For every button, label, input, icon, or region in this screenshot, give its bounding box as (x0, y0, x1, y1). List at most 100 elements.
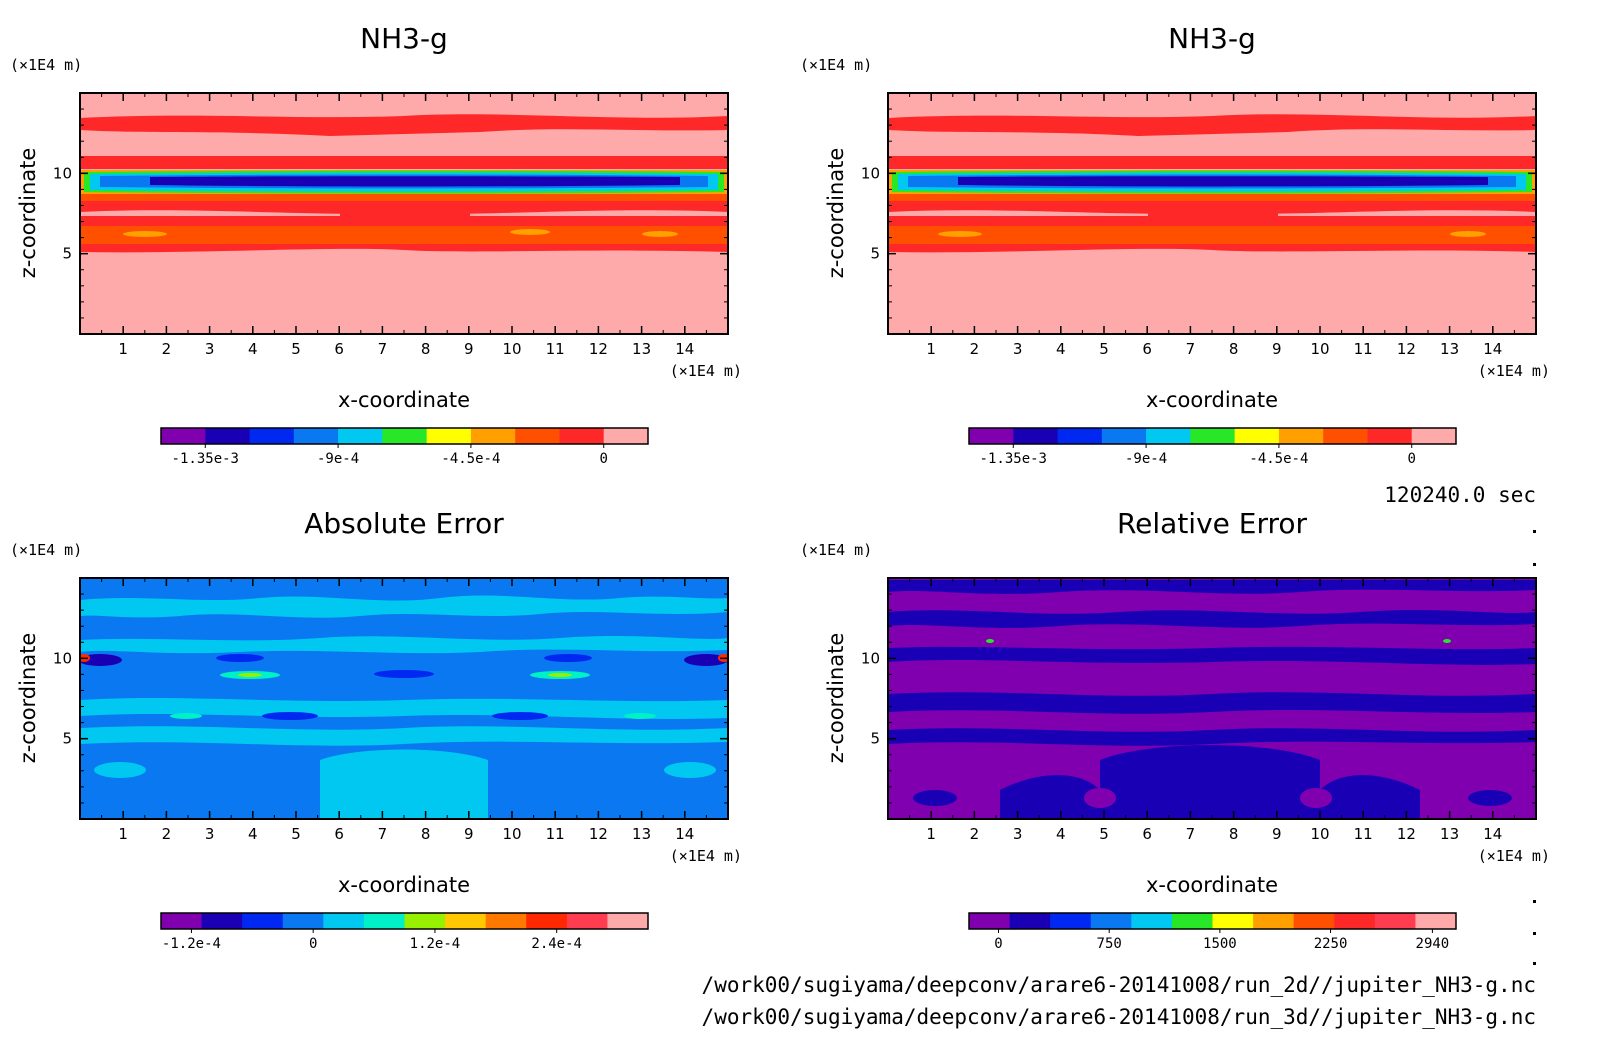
colorbar-tick-label: -4.5e-4 (441, 451, 500, 467)
colorbar-tick-label: -1.2e-4 (162, 936, 221, 952)
x-unit-label: (×1E4 m) (670, 847, 742, 865)
colorbar-swatch (382, 428, 428, 444)
x-tick-label: 9 (464, 825, 474, 843)
x-tick-label: 10 (1310, 340, 1329, 358)
colorbar-tick-label: -9e-4 (1125, 451, 1167, 467)
colorbar-swatch (1171, 913, 1213, 929)
x-tick-label: 12 (589, 825, 608, 843)
contour-field (80, 578, 728, 819)
y-tick-label: 10 (53, 164, 72, 182)
colorbar-swatch (363, 913, 405, 929)
colorbar-swatch (161, 428, 206, 444)
colorbar-swatch (338, 428, 383, 444)
x-axis-label: x-coordinate (338, 873, 470, 897)
colorbar-tick-label: 2250 (1314, 936, 1348, 952)
x-tick-label: 3 (205, 340, 215, 358)
x-tick-label: 11 (546, 825, 565, 843)
colorbar-swatch (1234, 428, 1280, 444)
x-tick-label: 9 (1272, 340, 1282, 358)
x-tick-label: 11 (546, 340, 565, 358)
x-tick-label: 10 (1310, 825, 1329, 843)
y-unit-label: (×1E4 m) (10, 541, 82, 559)
contour-spot (548, 673, 572, 677)
colorbar-swatch (445, 913, 487, 929)
contour-band (888, 156, 1536, 169)
file-path-3d: /work00/sugiyama/deepconv/arare6-2014100… (702, 1005, 1536, 1029)
x-tick-label: 4 (248, 825, 258, 843)
contour-spot (642, 231, 678, 237)
colorbar-swatch (1131, 913, 1173, 929)
x-tick-label: 2 (970, 825, 980, 843)
x-tick-label: 1 (118, 340, 128, 358)
contour-band (888, 580, 1536, 594)
contour-field (80, 93, 728, 334)
colorbar-swatch (282, 913, 324, 929)
x-tick-label: 12 (589, 340, 608, 358)
x-unit-label: (×1E4 m) (1478, 847, 1550, 865)
colorbar-tick-label: 2940 (1416, 936, 1450, 952)
contour-band (888, 226, 1536, 244)
x-tick-label: 13 (632, 825, 651, 843)
x-tick-label: 8 (421, 825, 431, 843)
colorbar-swatch (969, 428, 1014, 444)
x-tick-label: 7 (1186, 825, 1196, 843)
colorbar-swatch (1212, 913, 1254, 929)
contour-spot (1468, 790, 1512, 806)
colorbar-tick-label: -1.35e-3 (980, 451, 1047, 467)
x-tick-label: 10 (502, 340, 521, 358)
colorbar-swatch (1415, 913, 1457, 929)
y-axis-label: z-coordinate (16, 148, 40, 279)
colorbar-swatch (1146, 428, 1191, 444)
contour-spot (238, 673, 262, 677)
contour-band (80, 595, 728, 618)
contour-band (1320, 775, 1420, 819)
colorbar-swatch (426, 428, 472, 444)
colorbar-swatch (1057, 428, 1103, 444)
x-tick-label: 6 (334, 340, 344, 358)
x-tick-label: 14 (1483, 340, 1502, 358)
colorbar-swatch (1411, 428, 1457, 444)
x-tick-label: 1 (926, 825, 936, 843)
colorbar-frame (160, 427, 649, 445)
contour-spot (492, 712, 548, 720)
contour-band (80, 194, 728, 201)
colorbar-tick-label: 750 (1097, 936, 1122, 952)
colorbar-swatch (470, 428, 516, 444)
x-unit-label: (×1E4 m) (1478, 362, 1550, 380)
colorbar-swatch (242, 913, 284, 929)
contour-spot (374, 670, 434, 678)
x-tick-label: 7 (1186, 340, 1196, 358)
panel-relative-error: Relative Error (×1E4 m) 1 2 3 4 5 6 7 8 9 10 11 12 1… (800, 507, 1550, 952)
x-tick-label: 9 (1272, 825, 1282, 843)
colorbar-swatch (607, 913, 649, 929)
contour-spot (986, 639, 994, 643)
contour-spot (216, 654, 264, 662)
colorbar-frame (968, 427, 1457, 445)
colorbar-swatch (969, 913, 1011, 929)
colorbar-swatch (1009, 913, 1051, 929)
x-tick-label: 3 (205, 825, 215, 843)
x-tick-label: 9 (464, 340, 474, 358)
x-tick-label: 14 (1483, 825, 1502, 843)
x-tick-label: 6 (1142, 340, 1152, 358)
x-unit-label: (×1E4 m) (670, 362, 742, 380)
contour-band (80, 156, 728, 169)
contour-spot (1084, 788, 1116, 808)
edge-dots (1533, 530, 1536, 965)
x-tick-label: 6 (1142, 825, 1152, 843)
colorbar-swatch (1090, 913, 1132, 929)
x-tick-label: 5 (291, 340, 301, 358)
x-tick-label: 12 (1397, 340, 1416, 358)
y-axis-label: z-coordinate (824, 633, 848, 764)
contour-band (80, 726, 728, 746)
colorbar-swatch (559, 428, 605, 444)
contour-band (320, 749, 488, 819)
y-tick-label: 5 (870, 245, 880, 263)
contour-band (80, 636, 728, 654)
colorbar-swatch (1323, 428, 1368, 444)
x-tick-label: 13 (1440, 825, 1459, 843)
contour-spot (938, 231, 982, 237)
x-tick-label: 8 (1229, 340, 1239, 358)
colorbar-swatch (1374, 913, 1416, 929)
